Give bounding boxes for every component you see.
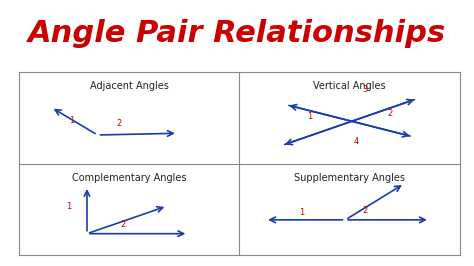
Text: Complementary Angles: Complementary Angles — [72, 173, 186, 183]
Text: 2: 2 — [116, 119, 121, 128]
Text: Adjacent Angles: Adjacent Angles — [90, 81, 169, 92]
Text: Angle Pair Relationships: Angle Pair Relationships — [28, 19, 446, 48]
Text: 2: 2 — [362, 206, 367, 215]
Text: 1: 1 — [307, 113, 313, 122]
Text: 1: 1 — [70, 116, 75, 125]
Text: 3: 3 — [362, 85, 368, 94]
Text: Supplementary Angles: Supplementary Angles — [294, 173, 405, 183]
Text: Vertical Angles: Vertical Angles — [313, 81, 386, 92]
Text: 1: 1 — [299, 208, 304, 217]
Text: 2: 2 — [388, 109, 393, 118]
Text: 2: 2 — [121, 220, 126, 229]
Text: 1: 1 — [66, 202, 71, 211]
Text: 4: 4 — [354, 137, 359, 146]
